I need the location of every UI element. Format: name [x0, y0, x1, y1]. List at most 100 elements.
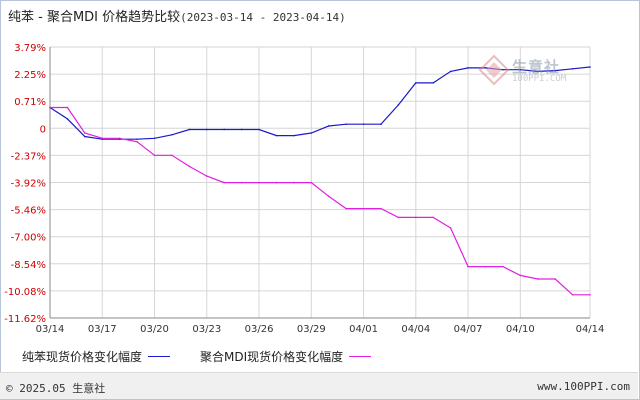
- series-1-point: [136, 138, 138, 140]
- chart-title: 纯苯 - 聚合MDI 价格趋势比较(2023-03-14 - 2023-04-1…: [8, 6, 346, 25]
- legend-item-mdi: 聚合MDI现货价格变化幅度: [200, 348, 372, 365]
- series-2-point: [66, 106, 69, 109]
- series-2-point: [49, 106, 51, 109]
- series-1-point: [380, 123, 382, 126]
- series-1-point: [484, 67, 487, 69]
- series-2-point: [519, 274, 522, 277]
- series-2-point: [449, 227, 452, 229]
- footer-url[interactable]: www.100PPI.com: [537, 380, 630, 393]
- series-1-point: [258, 128, 260, 131]
- series-2-point: [205, 175, 208, 177]
- legend-swatch-benzene: [148, 356, 171, 357]
- y-tick-label: -8.54%: [11, 260, 46, 271]
- y-tick-label: 2.25%: [14, 70, 46, 81]
- x-tick-label: 03/26: [245, 324, 274, 335]
- line-chart: 3.79% 2.25% 0.71% 0 -2.37% -3.92% -5.46% -7.00%…: [4, 43, 604, 335]
- axis-layer: [49, 47, 590, 319]
- series-2-point: [223, 181, 225, 184]
- legend-label-benzene: 纯苯现货价格变化幅度: [22, 350, 143, 364]
- legend-label-mdi: 聚合MDI现货价格变化幅度: [200, 350, 344, 364]
- legend-item-benzene: 纯苯现货价格变化幅度: [22, 348, 171, 365]
- series-2-point: [136, 140, 138, 143]
- series-1-point: [275, 134, 278, 137]
- series-1-point: [205, 128, 208, 131]
- x-tick-label: 03/29: [297, 324, 326, 335]
- footer-bar: © 2025.05 生意社 www.100PPI.com: [0, 372, 638, 399]
- series-1-point: [66, 118, 69, 120]
- y-tick-label: -11.62%: [4, 314, 46, 325]
- series-1-point: [449, 70, 452, 73]
- series-1-point: [171, 133, 173, 136]
- x-tick-label: 03/17: [88, 324, 117, 335]
- series-1-point: [502, 68, 504, 71]
- series-2-point: [293, 181, 295, 184]
- x-tick-label: 03/23: [192, 324, 221, 335]
- series-2-point: [571, 293, 574, 296]
- series-1-point: [432, 82, 435, 84]
- watermark-url: 100PPI.COM: [512, 74, 567, 84]
- series-2-point: [380, 207, 382, 210]
- series-1-point: [345, 123, 347, 126]
- series-1-point: [554, 69, 556, 72]
- series-1-point: [415, 82, 417, 84]
- x-tick-label: 04/07: [454, 324, 483, 335]
- y-tick-label: -7.00%: [11, 233, 46, 244]
- legend: 纯苯现货价格变化幅度 聚合MDI现货价格变化幅度: [0, 348, 640, 368]
- series-1-point: [153, 137, 156, 140]
- series-2-point: [275, 181, 278, 184]
- series-2-point: [432, 216, 435, 219]
- x-tick-label: 04/14: [576, 324, 605, 335]
- series-2-point: [536, 278, 539, 280]
- series-1-point: [589, 66, 591, 68]
- series-1-point: [519, 68, 522, 71]
- series-1-point: [536, 70, 539, 73]
- title-main: 纯苯 - 聚合MDI 价格趋势比较: [8, 10, 181, 25]
- x-tick-label: 04/04: [401, 324, 430, 335]
- title-date-range: (2023-03-14 - 2023-04-14): [180, 11, 346, 24]
- series-2-point: [118, 137, 121, 140]
- y-tick-label: 0: [40, 124, 46, 135]
- series-1-point: [223, 128, 225, 131]
- series-2-point: [258, 181, 260, 184]
- series-line-2: [50, 106, 590, 296]
- series-1-point: [397, 104, 400, 106]
- series-1-point: [467, 67, 469, 69]
- series-2-point: [171, 154, 173, 157]
- series-2-point: [484, 265, 487, 268]
- series-1-point: [310, 132, 313, 134]
- series-2-point: [153, 154, 156, 157]
- y-tick-label: 3.79%: [14, 43, 46, 54]
- series-2-point: [502, 265, 504, 268]
- x-tick-label: 03/14: [36, 324, 65, 335]
- y-tick-label: -5.46%: [11, 206, 46, 217]
- series-1-point: [362, 123, 365, 126]
- tick-label-layer: 3.79% 2.25% 0.71% 0 -2.37% -3.92% -5.46% -7.00%…: [4, 43, 604, 335]
- legend-swatch-mdi: [349, 356, 372, 357]
- y-tick-label: -3.92%: [11, 179, 46, 190]
- series-2-point: [188, 165, 191, 168]
- watermark-name: 生意社: [512, 58, 561, 76]
- series-1-point: [293, 134, 295, 137]
- x-tick-label: 04/10: [506, 324, 535, 335]
- watermark-icon: [478, 54, 510, 86]
- footer-copyright: © 2025.05 生意社: [6, 382, 106, 395]
- y-tick-label: 0.71%: [14, 97, 46, 108]
- grid-layer: [49, 46, 591, 319]
- series-1-point: [188, 128, 191, 131]
- series-2-point: [467, 265, 469, 268]
- series-2-point: [362, 207, 365, 210]
- series-2-point: [345, 207, 347, 210]
- y-tick-label: -10.08%: [4, 287, 46, 298]
- watermark-logo: 生意社 100PPI.COM: [478, 54, 588, 88]
- series-2-point: [327, 195, 330, 198]
- x-tick-label: 04/01: [349, 324, 378, 335]
- series-1-point: [84, 135, 86, 138]
- series-2-point: [554, 278, 556, 280]
- y-tick-label: -2.37%: [11, 151, 46, 162]
- series-2-point: [397, 216, 400, 219]
- series-2-point: [589, 293, 591, 296]
- series-1-point: [327, 125, 330, 127]
- series-2-point: [415, 216, 417, 219]
- series-2-point: [310, 181, 313, 184]
- series-2-point: [84, 132, 86, 134]
